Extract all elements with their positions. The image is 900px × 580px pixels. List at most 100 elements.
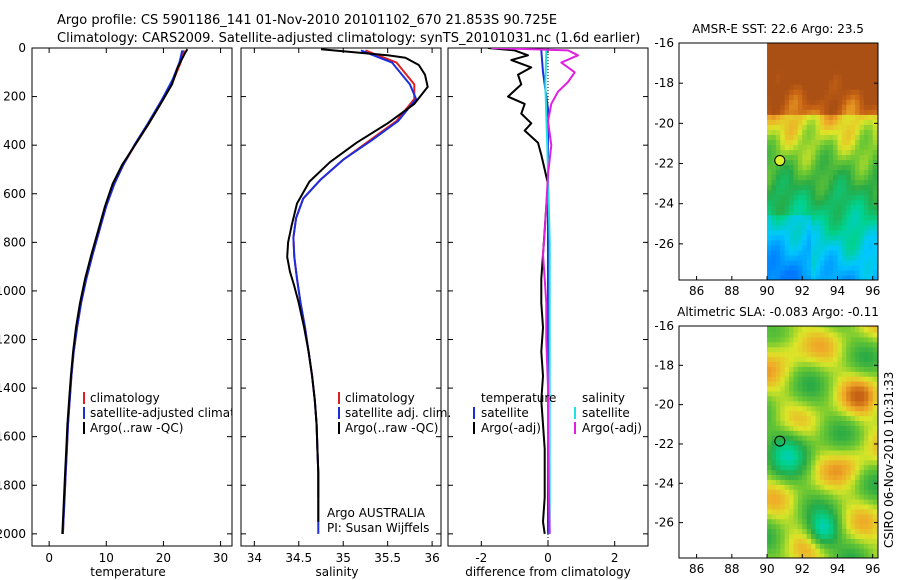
map-cell xyxy=(872,169,878,176)
map-cell xyxy=(767,114,773,120)
map-cell xyxy=(828,356,834,362)
map-cell xyxy=(811,508,817,515)
map-cell xyxy=(793,254,799,261)
map-cell xyxy=(780,79,786,85)
map-cell xyxy=(819,224,825,231)
map-cell xyxy=(859,89,865,95)
map-cell xyxy=(833,326,839,333)
map-cell xyxy=(771,459,777,466)
map-cell xyxy=(828,400,834,407)
map-cell xyxy=(767,124,773,130)
map-cell xyxy=(859,464,865,471)
map-cell xyxy=(780,214,786,221)
map-cell xyxy=(828,114,834,120)
map-x-tick-label: 96 xyxy=(865,562,880,576)
map-cell xyxy=(802,154,808,161)
map-cell xyxy=(859,164,865,171)
map-cell xyxy=(872,528,878,535)
map-cell xyxy=(780,459,786,466)
map-cell xyxy=(837,274,843,280)
map-cell xyxy=(802,420,808,426)
map-cell xyxy=(811,459,817,466)
map-cell xyxy=(771,464,777,471)
map-cell xyxy=(833,149,839,156)
map-cell xyxy=(872,49,878,55)
map-cell xyxy=(775,204,781,211)
map-cell xyxy=(855,209,861,216)
map-cell xyxy=(767,479,773,485)
map-cell xyxy=(780,44,786,50)
map-cell xyxy=(771,44,777,50)
map-cell xyxy=(833,169,839,176)
map-cell xyxy=(811,179,817,186)
map-cell xyxy=(846,326,852,333)
map-cell xyxy=(811,174,817,181)
map-cell xyxy=(784,381,790,387)
map-cell xyxy=(819,513,825,520)
map-cell xyxy=(872,154,878,161)
map-cell xyxy=(793,479,799,485)
map-cell xyxy=(767,508,773,515)
map-cell xyxy=(793,341,799,348)
map-cell xyxy=(824,405,830,412)
map-cell xyxy=(833,224,839,231)
map-cell xyxy=(837,219,843,226)
map-cell xyxy=(824,425,830,431)
map-cell xyxy=(789,184,795,191)
map-cell xyxy=(815,548,821,554)
map-cell xyxy=(859,169,865,176)
map-cell xyxy=(855,134,861,141)
map-cell xyxy=(833,494,839,500)
map-cell xyxy=(780,264,786,271)
map-cell xyxy=(775,79,781,85)
map-cell xyxy=(868,234,874,241)
map-cell xyxy=(855,474,861,480)
map-cell xyxy=(863,336,869,343)
map-cell xyxy=(802,274,808,280)
map-cell xyxy=(846,139,852,146)
map-cell xyxy=(841,149,847,156)
map-cell xyxy=(868,154,874,161)
map-cell xyxy=(846,533,852,539)
map-cell xyxy=(767,390,773,397)
map-cell xyxy=(789,395,795,402)
map-cell xyxy=(819,189,825,196)
map-cell xyxy=(775,336,781,343)
map-cell xyxy=(863,274,869,280)
map-cell xyxy=(811,94,817,100)
map-cell xyxy=(863,425,869,431)
map-cell xyxy=(841,254,847,261)
map-cell xyxy=(837,154,843,161)
map-cell xyxy=(841,239,847,246)
map-cell xyxy=(780,381,786,387)
map-cell xyxy=(806,134,812,141)
map-cell xyxy=(850,444,856,451)
map-cell xyxy=(828,371,834,377)
map-cell xyxy=(806,454,812,461)
depth-tick-label: 600 xyxy=(3,187,26,201)
map-cell xyxy=(819,503,825,510)
map-cell xyxy=(767,69,773,75)
map-cell xyxy=(855,430,861,436)
map-cell xyxy=(789,400,795,407)
map-cell xyxy=(819,336,825,343)
map-cell xyxy=(819,199,825,206)
map-cell xyxy=(767,139,773,146)
map-cell xyxy=(824,494,830,500)
map-cell xyxy=(837,54,843,60)
map-cell xyxy=(824,179,830,186)
map-cell xyxy=(837,124,843,130)
map-cell xyxy=(797,114,803,120)
map-cell xyxy=(841,184,847,191)
map-cell xyxy=(819,164,825,171)
map-cell xyxy=(855,119,861,125)
map-cell xyxy=(833,469,839,476)
map-cell xyxy=(863,503,869,510)
map-cell xyxy=(789,264,795,271)
map-cell xyxy=(841,381,847,387)
map-cell xyxy=(771,234,777,241)
map-cell xyxy=(863,523,869,530)
map-cell xyxy=(872,144,878,151)
map-cell xyxy=(771,129,777,135)
